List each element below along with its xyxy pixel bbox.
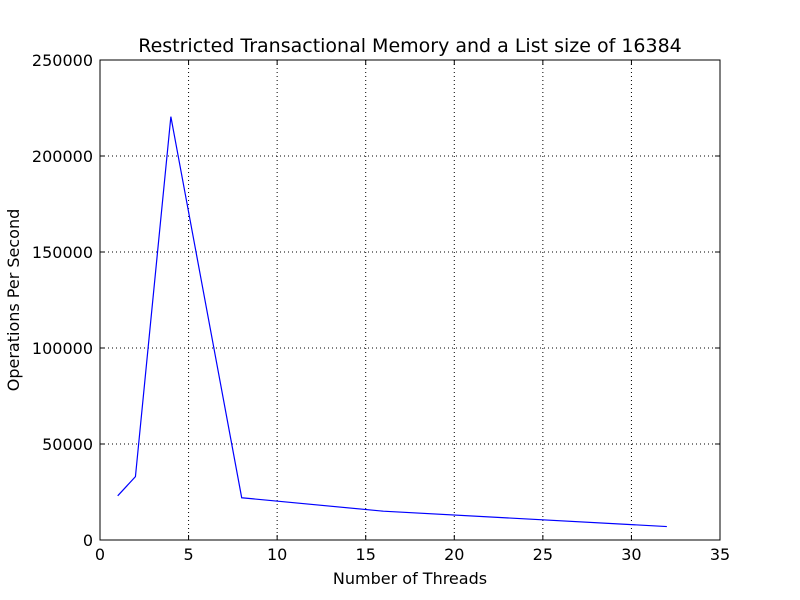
y-tick-labels: 0 50000 100000 150000 200000 250000 <box>32 51 93 550</box>
y-tick-label: 150000 <box>32 243 93 262</box>
y-tick-label: 250000 <box>32 51 93 70</box>
plot-frame <box>99 59 721 541</box>
x-tick-label: 15 <box>356 545 376 564</box>
y-tick-label: 50000 <box>42 435 93 454</box>
x-tick-label: 5 <box>183 545 193 564</box>
y-tick-label: 100000 <box>32 339 93 358</box>
x-tick-label: 20 <box>444 545 464 564</box>
x-tick-label: 10 <box>267 545 287 564</box>
x-tick-labels: 0 5 10 15 20 25 30 35 <box>95 545 730 564</box>
x-tick-label: 25 <box>533 545 553 564</box>
x-tick-label: 35 <box>710 545 730 564</box>
y-tick-label: 200000 <box>32 147 93 166</box>
x-tick-label: 0 <box>95 545 105 564</box>
y-axis-label: Operations Per Second <box>4 209 23 392</box>
grid-lines <box>100 60 720 540</box>
x-axis-label: Number of Threads <box>333 569 487 588</box>
axis-ticks <box>99 59 721 541</box>
series-layer <box>117 116 667 528</box>
series-line <box>117 116 667 528</box>
x-tick-label: 30 <box>621 545 641 564</box>
chart-title: Restricted Transactional Memory and a Li… <box>138 35 682 57</box>
y-tick-label: 0 <box>83 531 93 550</box>
